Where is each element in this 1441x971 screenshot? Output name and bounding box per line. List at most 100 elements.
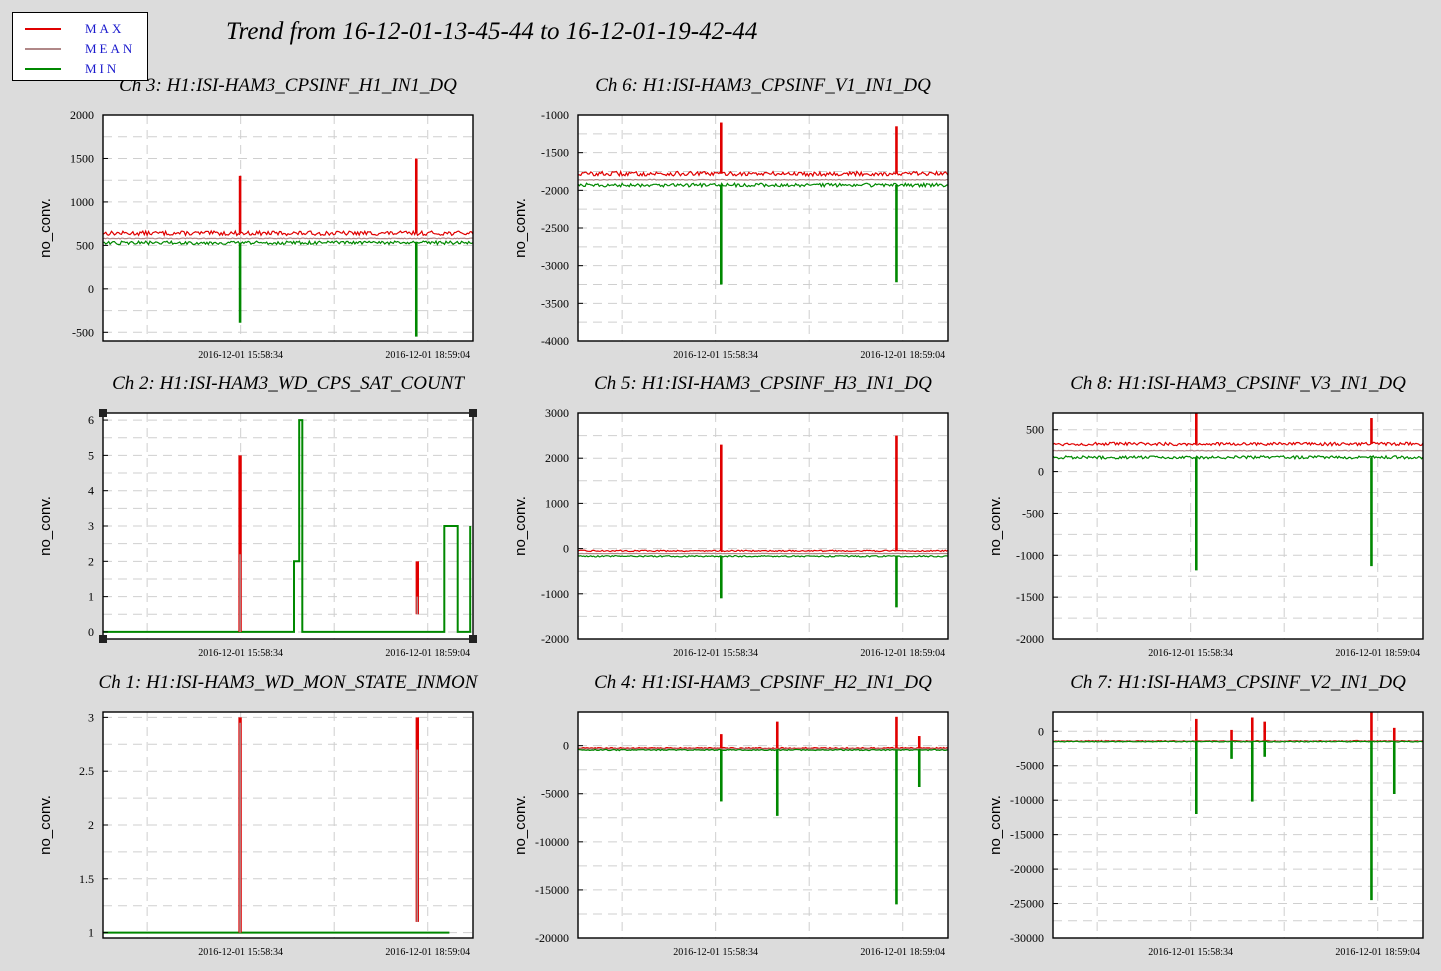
chart-title: Ch 6: H1:ISI-HAM3_CPSINF_V1_IN1_DQ [595,75,931,96]
chart-4: -2000 -1000 0 1000 2000 3000 2016-12-01 15:58:… [512,373,949,659]
y-tick-label: -4000 [541,334,569,348]
selection-handles [99,409,477,643]
y-tick-label: 3000 [545,406,569,420]
y-axis-label: no_conv. [512,198,529,258]
plot-area [103,115,473,341]
y-tick-label: 500 [76,238,94,252]
y-tick-label: 2.5 [79,764,94,778]
y-tick-label: -20000 [1010,862,1044,876]
series-line-max [577,169,949,178]
y-tick-label: -20000 [535,931,569,945]
y-tick-label: -3500 [541,296,569,310]
x-tick-label: 2016-12-01 15:58:34 [198,947,283,958]
y-tick-label: -5000 [1016,759,1044,773]
y-tick-label: -2000 [541,632,569,646]
chart-title: Ch 1: H1:ISI-HAM3_WD_MON_STATE_INMON [99,672,479,693]
selection-handle [469,409,477,417]
y-tick-label: -5000 [541,787,569,801]
y-tick-label: 2000 [545,451,569,465]
x-tick-label: 2016-12-01 18:59:04 [860,947,945,958]
chart-title: Ch 4: H1:ISI-HAM3_CPSINF_H2_IN1_DQ [594,672,932,693]
x-tick-label: 2016-12-01 18:59:04 [1335,947,1420,958]
y-axis-label: no_conv. [987,496,1004,556]
legend: MAX MEAN MIN [12,12,148,81]
y-tick-label: 5 [88,448,94,462]
y-axis-label: no_conv. [37,795,54,855]
y-tick-label: -10000 [535,835,569,849]
series-line-min [1052,740,1424,743]
x-tick-label: 2016-12-01 15:58:34 [198,648,283,659]
chart-title: Ch 2: H1:ISI-HAM3_WD_CPS_SAT_COUNT [112,373,465,394]
chart-8: -30000 -25000 -20000 -15000 -10000 -5000 0 2016… [987,672,1424,958]
y-tick-label: 0 [1038,724,1044,738]
plot-frame [102,114,474,342]
legend-swatch-mean [25,48,61,50]
x-tick-label: 2016-12-01 15:58:34 [1148,648,1233,659]
chart-5: -2000 -1500 -1000 -500 0 500 2016-12-01 15:58:… [987,373,1424,659]
y-axis-label: no_conv. [37,198,54,258]
chart-6: 1 1.5 2 2.5 3 2016-12-01 15:58:34 2016-12-01 1… [37,672,479,958]
y-tick-label: 4 [88,484,94,498]
y-tick-label: 6 [88,413,94,427]
legend-item-max: MAX [13,19,149,39]
y-tick-label: 0 [563,739,569,753]
y-tick-label: 1 [88,926,94,940]
y-tick-label: -500 [72,325,94,339]
plot-frame [1052,711,1424,939]
y-tick-label: -2000 [541,183,569,197]
legend-label-mean: MEAN [85,41,136,56]
plot-frame [1052,412,1424,640]
chart-title: Ch 8: H1:ISI-HAM3_CPSINF_V3_IN1_DQ [1070,373,1406,394]
y-tick-label: 500 [1026,423,1044,437]
plot-frame [577,412,949,640]
series-line-min [1052,454,1424,461]
x-tick-label: 2016-12-01 18:59:04 [1335,648,1420,659]
y-tick-label: -1500 [541,146,569,160]
chart-title: Ch 7: H1:ISI-HAM3_CPSINF_V2_IN1_DQ [1070,672,1406,693]
series-line-min [103,239,474,246]
y-axis-label: no_conv. [37,496,54,556]
legend-item-mean: MEAN [13,39,149,59]
y-tick-label: 2 [88,818,94,832]
y-tick-label: -3000 [541,259,569,273]
y-tick-label: 0 [88,282,94,296]
y-tick-label: -15000 [535,883,569,897]
grid [1053,712,1423,939]
series-line-max [1052,441,1424,447]
series-line-max [102,229,474,237]
selection-handle [469,635,477,643]
series-line-mean [577,178,948,181]
y-tick-label: -1000 [541,587,569,601]
chart-7: -20000 -15000 -10000 -5000 0 2016-12-01 15:58… [512,672,949,958]
y-tick-label: -500 [1022,506,1044,520]
legend-label-min: MIN [85,61,120,76]
y-tick-label: -1500 [1016,590,1044,604]
y-axis-label: no_conv. [512,496,529,556]
x-tick-label: 2016-12-01 15:58:34 [198,350,283,361]
chart-1: -500 0 500 1000 1500 2000 2016-12-01 15:58:34 2… [37,75,474,361]
series-line-mean [1052,449,1424,452]
y-tick-label: -30000 [1010,931,1044,945]
y-tick-label: 0 [1038,465,1044,479]
chart-title: Ch 3: H1:ISI-HAM3_CPSINF_H1_IN1_DQ [119,75,457,96]
plot-frame [577,711,949,939]
chart-2: -4000 -3500 -3000 -2500 -2000 -1500 -1000 2016-… [512,75,949,361]
plot-area [1053,712,1423,938]
y-tick-label: -2500 [541,221,569,235]
series-line-min [577,181,949,189]
legend-swatch-min [25,68,61,70]
y-tick-label: 1000 [70,195,94,209]
series-line-mean [102,237,474,240]
y-tick-label: -15000 [1010,828,1044,842]
legend-label-max: MAX [85,21,125,36]
y-tick-label: 0 [563,542,569,556]
x-tick-label: 2016-12-01 15:58:34 [673,350,758,361]
y-tick-label: 1500 [70,151,94,165]
x-tick-label: 2016-12-01 15:58:34 [673,947,758,958]
y-tick-label: -10000 [1010,793,1044,807]
y-axis-label: no_conv. [987,795,1004,855]
chart-3: 0 1 2 3 4 5 6 2016-12-01 15:58:34 2016-12-01 18:… [37,373,474,659]
y-axis-label: no_conv. [512,795,529,855]
selection-handle [99,409,107,417]
